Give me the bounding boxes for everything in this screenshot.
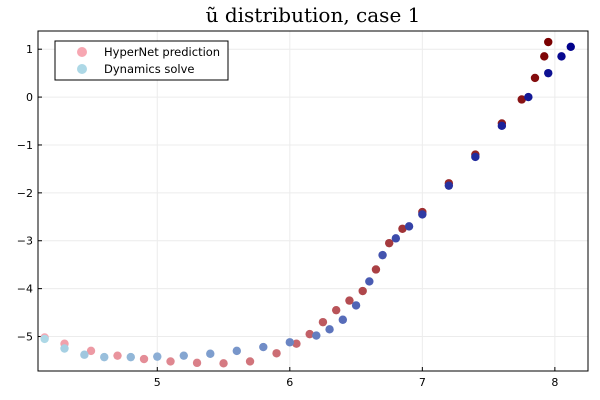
data-point: [232, 346, 241, 356]
data-point: [338, 315, 348, 324]
chart-title: ũ distribution, case 1: [206, 3, 421, 27]
y-tick-label: −2: [17, 187, 33, 200]
data-point: [331, 305, 341, 315]
data-point: [60, 344, 69, 353]
x-tick-label: 7: [419, 376, 426, 389]
x-tick-label: 5: [154, 376, 161, 389]
data-point: [153, 352, 162, 361]
data-point: [318, 317, 328, 327]
data-point: [378, 250, 387, 260]
data-point: [497, 121, 507, 131]
data-point: [113, 351, 122, 360]
data-point: [206, 349, 215, 358]
y-tick-label: −4: [17, 283, 33, 296]
legend-marker: [77, 64, 87, 74]
data-point: [40, 334, 49, 344]
data-point: [179, 351, 188, 360]
data-point: [100, 352, 109, 362]
data-point: [86, 346, 96, 356]
data-point: [351, 301, 361, 310]
y-tick-label: 1: [26, 43, 33, 56]
data-point: [285, 338, 295, 347]
x-tick-label: 8: [551, 376, 558, 389]
data-point: [524, 92, 533, 102]
legend: HyperNet prediction Dynamics solve: [54, 40, 229, 81]
x-tick-label: 6: [286, 376, 293, 389]
data-point: [325, 325, 334, 334]
data-point: [444, 181, 454, 190]
data-point: [219, 359, 228, 368]
legend-marker: [77, 47, 87, 57]
y-tick-label: −1: [17, 139, 33, 152]
series-2: [40, 42, 575, 362]
series-1: [40, 37, 553, 368]
data-point: [385, 238, 394, 248]
data-point: [245, 357, 255, 366]
data-point: [358, 286, 367, 296]
y-tick-label: −3: [17, 235, 33, 248]
series-layer: [40, 37, 575, 368]
y-tick-label: 0: [26, 91, 33, 104]
data-point: [312, 331, 321, 340]
y-tick-label: −5: [17, 331, 33, 344]
data-point: [404, 222, 414, 231]
data-point: [566, 42, 575, 52]
data-point: [530, 73, 540, 83]
data-point: [139, 354, 149, 364]
data-point: [540, 52, 549, 61]
data-point: [126, 352, 135, 362]
data-point: [471, 152, 480, 162]
data-point: [391, 234, 401, 243]
data-point: [517, 95, 526, 104]
data-point: [80, 350, 89, 359]
data-point: [398, 224, 407, 233]
y-axis: −5 −4 −3 −2 −1 0 1: [17, 43, 42, 344]
data-point: [305, 329, 314, 339]
data-point: [365, 277, 374, 286]
x-axis: 5 6 7 8: [154, 367, 558, 389]
data-point: [272, 349, 281, 358]
data-point: [371, 265, 381, 274]
plot-frame: [37, 30, 589, 372]
data-point: [166, 357, 175, 366]
legend-label: Dynamics solve: [104, 62, 194, 76]
data-point: [292, 339, 301, 348]
data-point: [259, 342, 268, 352]
data-point: [557, 52, 566, 61]
grid: [38, 31, 588, 371]
data-point: [345, 296, 354, 305]
data-point: [418, 210, 427, 219]
data-point: [544, 68, 553, 78]
data-point: [544, 37, 553, 47]
legend-label: HyperNet prediction: [104, 45, 220, 59]
data-point: [192, 358, 202, 368]
